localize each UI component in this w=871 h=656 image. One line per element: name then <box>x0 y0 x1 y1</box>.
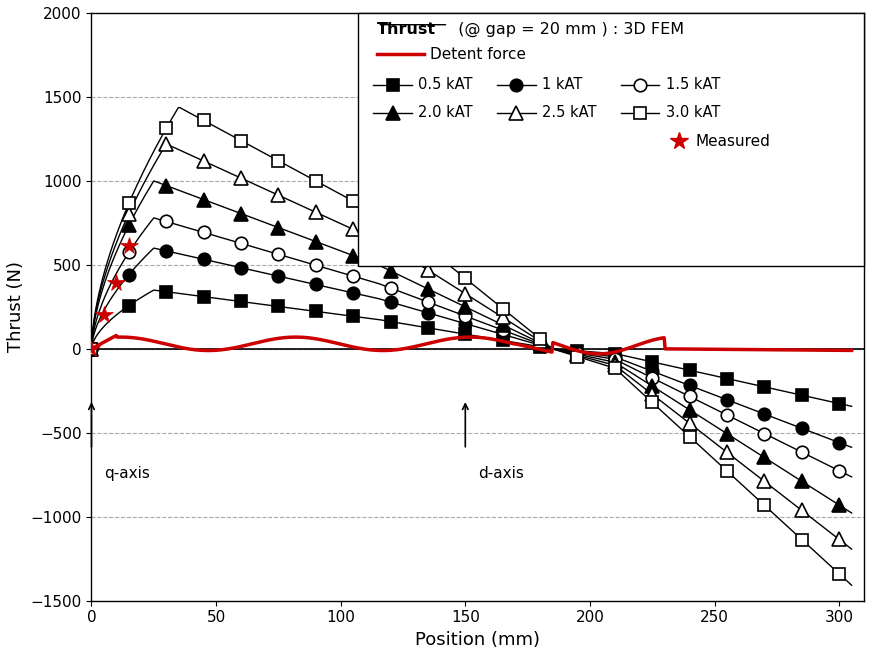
Text: 1.5 kAT: 1.5 kAT <box>665 77 719 92</box>
Text: 0.5 kAT: 0.5 kAT <box>418 77 473 92</box>
Text: q-axis: q-axis <box>104 466 150 482</box>
Text: Detent force: Detent force <box>430 47 526 62</box>
FancyBboxPatch shape <box>358 13 864 266</box>
Text: 2.5 kAT: 2.5 kAT <box>542 106 597 121</box>
Text: 2.0 kAT: 2.0 kAT <box>418 106 473 121</box>
Y-axis label: Thrust (N): Thrust (N) <box>7 261 25 352</box>
Text: Measured: Measured <box>696 134 771 149</box>
Text: 3.0 kAT: 3.0 kAT <box>665 106 719 121</box>
Text: (@ gap = 20 mm ) : 3D FEM: (@ gap = 20 mm ) : 3D FEM <box>449 22 685 37</box>
Text: 1 kAT: 1 kAT <box>542 77 582 92</box>
X-axis label: Position (mm): Position (mm) <box>415 631 540 649</box>
Text: Thrust: Thrust <box>377 22 436 37</box>
Text: d-axis: d-axis <box>478 466 523 482</box>
